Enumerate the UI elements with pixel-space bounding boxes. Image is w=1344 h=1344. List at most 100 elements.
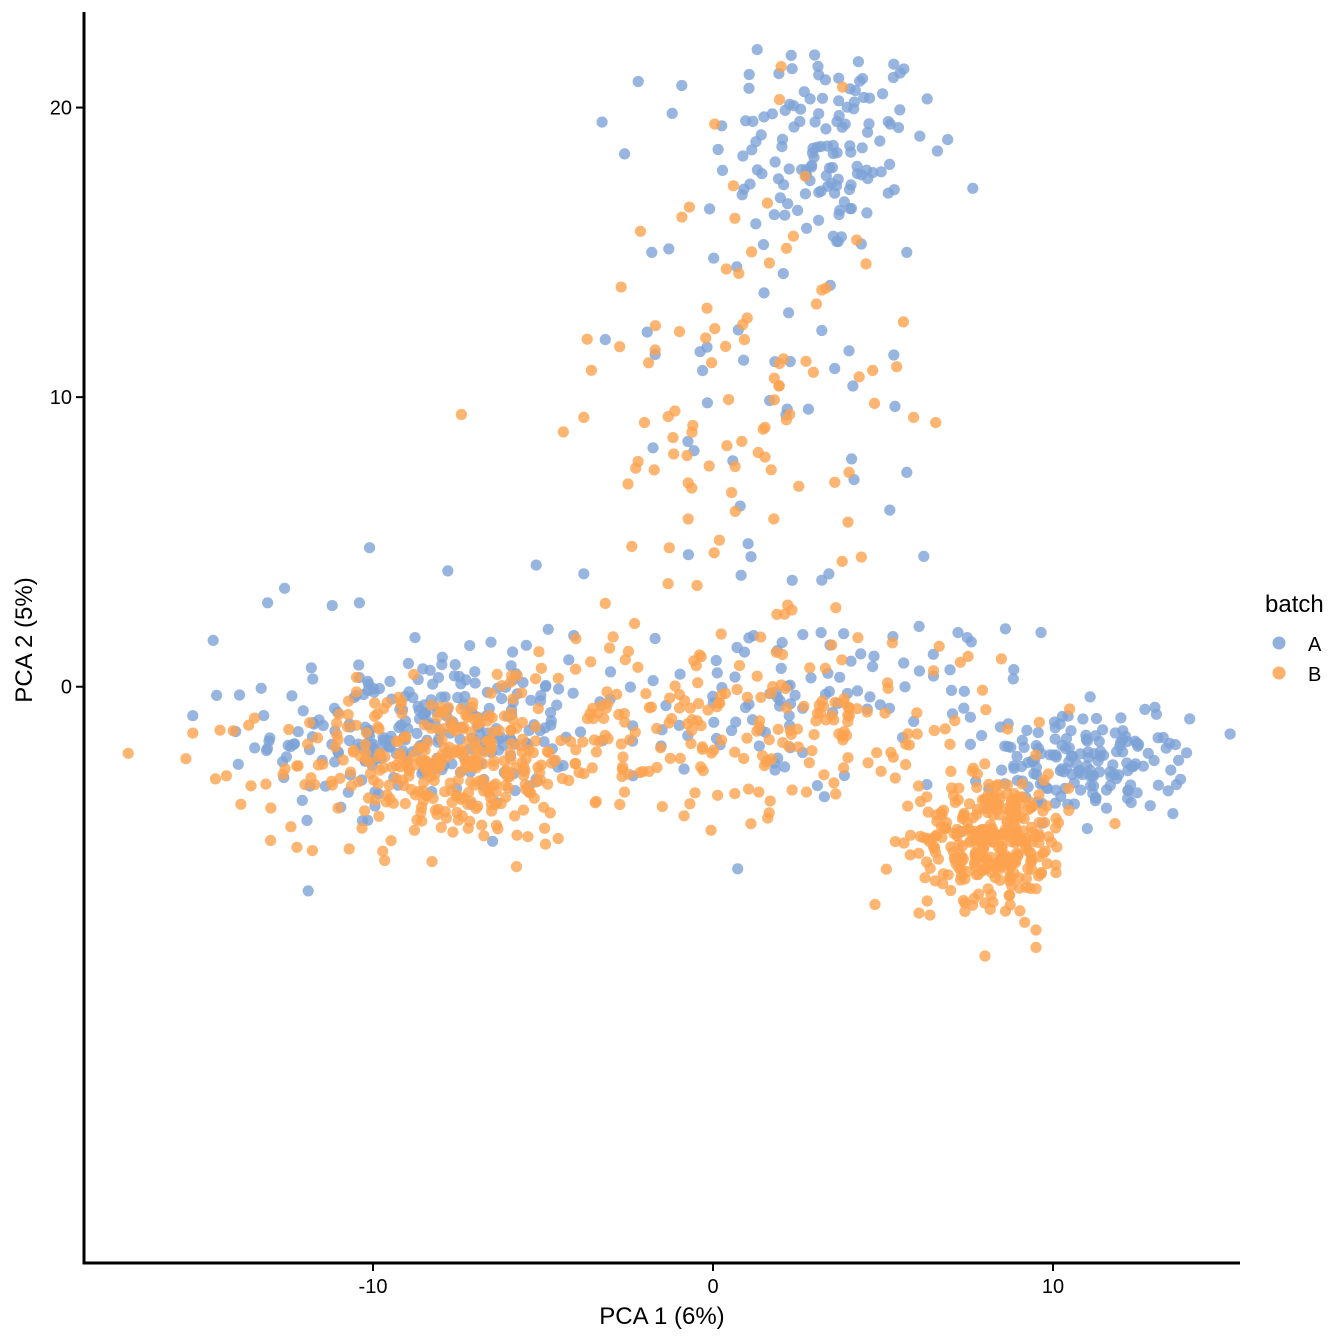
data-point — [931, 815, 943, 827]
data-point — [742, 538, 754, 550]
data-point — [408, 668, 420, 681]
data-point — [751, 164, 764, 176]
data-point — [485, 687, 497, 699]
data-point — [520, 639, 532, 651]
data-point — [411, 727, 423, 740]
data-point — [753, 786, 765, 798]
data-point — [458, 792, 470, 804]
data-point — [818, 791, 831, 803]
data-point — [614, 341, 626, 353]
data-point — [826, 161, 839, 174]
data-point — [833, 72, 845, 84]
data-point — [695, 720, 707, 732]
data-point — [746, 246, 758, 258]
data-point — [768, 394, 781, 406]
data-point — [720, 263, 732, 275]
data-point — [596, 116, 608, 128]
data-point — [839, 118, 851, 130]
data-point — [664, 752, 676, 765]
data-point — [302, 738, 314, 750]
data-point — [1144, 800, 1156, 812]
data-point — [440, 812, 452, 824]
data-point — [469, 677, 481, 689]
data-point — [1020, 872, 1032, 885]
data-point — [846, 453, 858, 465]
data-point — [643, 357, 655, 369]
data-point — [771, 608, 783, 621]
data-point — [931, 145, 944, 157]
data-point — [779, 209, 791, 221]
data-point — [1028, 768, 1040, 780]
data-point — [793, 480, 805, 492]
data-point — [845, 655, 857, 667]
data-point — [518, 769, 530, 782]
data-point — [823, 568, 835, 580]
data-point — [879, 707, 891, 719]
data-point — [847, 380, 859, 392]
data-point — [867, 364, 879, 376]
data-point — [752, 446, 764, 459]
data-point — [829, 476, 841, 488]
data-point — [555, 735, 567, 747]
data-point — [1181, 747, 1193, 759]
data-point — [751, 44, 763, 56]
data-point — [517, 804, 530, 816]
data-point — [343, 734, 356, 747]
data-point — [994, 874, 1006, 886]
data-point — [1130, 758, 1142, 770]
data-point — [1122, 765, 1134, 777]
data-point — [669, 680, 681, 692]
data-point — [502, 771, 514, 783]
data-point — [743, 82, 755, 94]
data-point — [861, 706, 873, 718]
data-point — [395, 698, 407, 710]
data-point — [776, 133, 789, 145]
data-point — [775, 662, 787, 675]
data-point — [539, 822, 551, 834]
data-point — [685, 738, 697, 750]
data-point — [505, 738, 518, 750]
data-point — [359, 738, 371, 751]
data-point — [729, 671, 741, 683]
data-point — [780, 682, 792, 695]
data-point — [900, 759, 912, 771]
data-point — [285, 821, 297, 833]
data-point — [265, 834, 277, 847]
data-point — [1090, 712, 1103, 725]
data-point — [373, 723, 385, 735]
data-point — [439, 706, 451, 718]
data-point — [232, 758, 244, 770]
data-point — [393, 750, 405, 763]
data-point — [971, 808, 983, 821]
data-point — [1152, 779, 1164, 791]
data-point — [697, 365, 709, 377]
data-point — [705, 747, 718, 759]
data-point — [534, 767, 546, 779]
axes: -10 0 10 0 10 20 — [50, 12, 1240, 1298]
data-point — [249, 742, 261, 754]
data-point — [668, 448, 680, 460]
data-point — [856, 142, 868, 154]
data-point — [952, 794, 964, 806]
data-point — [708, 716, 720, 728]
data-point — [741, 732, 753, 744]
data-point — [1063, 742, 1075, 754]
data-point — [799, 188, 812, 200]
data-point — [515, 740, 527, 752]
data-point — [681, 449, 693, 462]
data-point — [843, 183, 856, 196]
data-point — [646, 246, 658, 258]
data-point — [306, 845, 318, 857]
data-point — [567, 687, 579, 699]
data-point — [983, 778, 995, 791]
data-point — [843, 345, 855, 357]
data-point — [913, 780, 925, 792]
data-point — [784, 724, 796, 736]
data-point — [455, 678, 467, 690]
data-point — [808, 729, 820, 741]
data-point — [743, 632, 755, 644]
data-point — [478, 785, 490, 797]
data-point — [629, 726, 641, 738]
data-point — [972, 868, 984, 881]
data-point — [691, 579, 703, 592]
